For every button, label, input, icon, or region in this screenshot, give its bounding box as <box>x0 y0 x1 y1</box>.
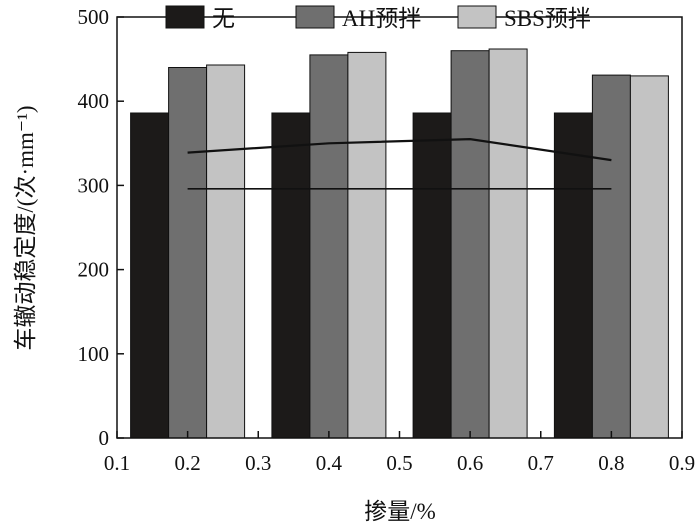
legend-label-AH预拌: AH预拌 <box>342 6 421 31</box>
bar-无-0.4 <box>271 112 311 439</box>
x-tick-label: 0.4 <box>316 451 343 475</box>
bar-SBS预拌-0.4 <box>347 51 387 439</box>
bars-group <box>130 48 669 439</box>
lines-group <box>187 137 612 190</box>
y-axis-title: 车辙动稳定度/(次·mm⁻¹) <box>13 105 38 350</box>
legend-swatch-SBS预拌 <box>457 5 497 29</box>
bar-SBS预拌-0.8 <box>629 75 669 439</box>
x-tick-label: 0.9 <box>669 451 695 475</box>
y-tick-label: 0 <box>99 426 110 450</box>
y-tick-label: 200 <box>78 258 110 282</box>
x-tick-label: 0.8 <box>598 451 624 475</box>
y-tick-label: 400 <box>78 89 110 113</box>
y-ticks-group: 0 100 200 300 400 500 <box>78 5 124 450</box>
x-axis-title: 掺量/% <box>364 499 436 524</box>
x-tick-label: 0.5 <box>386 451 412 475</box>
legend: 无 AH预拌 SBS预拌 <box>165 5 591 31</box>
x-tick-label: 0.7 <box>528 451 554 475</box>
legend-label-无: 无 <box>212 6 235 31</box>
bar-无-0.6 <box>412 112 452 439</box>
y-tick-label: 500 <box>78 5 110 29</box>
bar-无-0.2 <box>130 112 170 439</box>
bar-SBS预拌-0.2 <box>206 64 246 439</box>
bar-无-0.8 <box>553 112 593 439</box>
bar-AH预拌-0.2 <box>168 67 208 439</box>
bar-AH预拌-0.6 <box>450 50 490 439</box>
legend-swatch-无 <box>165 5 205 29</box>
y-tick-label: 100 <box>78 342 110 366</box>
x-ticks-group: 0.1 0.2 0.3 0.4 0.5 0.6 0.7 0.8 0.9 <box>104 431 695 475</box>
x-tick-label: 0.1 <box>104 451 130 475</box>
legend-swatch-AH预拌 <box>295 5 335 29</box>
legend-label-SBS预拌: SBS预拌 <box>504 6 591 31</box>
y-tick-label: 300 <box>78 173 110 197</box>
bar-AH预拌-0.8 <box>591 74 631 439</box>
x-tick-label: 0.6 <box>457 451 483 475</box>
bar-AH预拌-0.4 <box>309 54 349 439</box>
x-tick-label: 0.3 <box>245 451 271 475</box>
x-tick-label: 0.2 <box>175 451 201 475</box>
bar-SBS预拌-0.6 <box>488 48 528 439</box>
trend-line-1 <box>187 137 612 162</box>
